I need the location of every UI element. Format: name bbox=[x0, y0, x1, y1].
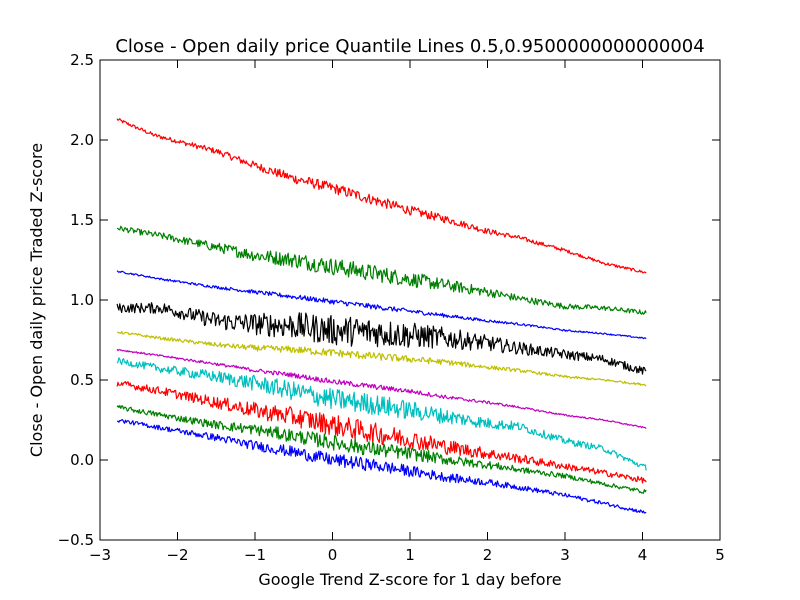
x-tick-label: 1 bbox=[405, 546, 415, 564]
y-tick-label: 0.0 bbox=[70, 451, 94, 469]
y-tick-label: 0.5 bbox=[70, 371, 94, 389]
y-axis: −0.5 0.0 0.5 1.0 1.5 2.0 2.5 bbox=[58, 51, 720, 549]
x-tick-label: 5 bbox=[715, 546, 725, 564]
series-line-10 bbox=[116, 419, 647, 514]
series-line-9 bbox=[116, 405, 647, 494]
x-tick-label: −2 bbox=[166, 546, 188, 564]
chart-title: Close - Open daily price Quantile Lines … bbox=[115, 36, 704, 57]
series-line-3 bbox=[116, 270, 647, 340]
y-tick-label: −0.5 bbox=[58, 531, 94, 549]
series-line-4 bbox=[116, 302, 647, 375]
x-tick-label: 3 bbox=[560, 546, 570, 564]
x-tick-label: −1 bbox=[244, 546, 266, 564]
x-tick-label: −3 bbox=[89, 546, 111, 564]
x-tick-label: 2 bbox=[483, 546, 493, 564]
series-line-1 bbox=[116, 118, 647, 274]
x-tick-label: 4 bbox=[638, 546, 648, 564]
series-line-5 bbox=[116, 330, 647, 387]
plot-area bbox=[116, 118, 647, 514]
y-tick-label: 2.0 bbox=[70, 131, 94, 149]
y-tick-label: 1.0 bbox=[70, 291, 94, 309]
series-line-6 bbox=[116, 348, 647, 430]
y-tick-label: 1.5 bbox=[70, 211, 94, 229]
series-line-8 bbox=[116, 381, 647, 484]
x-tick-label: 0 bbox=[328, 546, 338, 564]
plot-frame bbox=[99, 59, 721, 541]
series-line-2 bbox=[116, 225, 647, 315]
x-axis-label: Google Trend Z-score for 1 day before bbox=[258, 570, 561, 589]
y-axis-label: Close - Open daily price Traded Z-score bbox=[27, 143, 46, 457]
series-line-7 bbox=[116, 357, 647, 471]
x-axis: −3 −2 −1 0 1 2 3 4 5 bbox=[89, 60, 725, 564]
y-tick-label: 2.5 bbox=[70, 51, 94, 69]
